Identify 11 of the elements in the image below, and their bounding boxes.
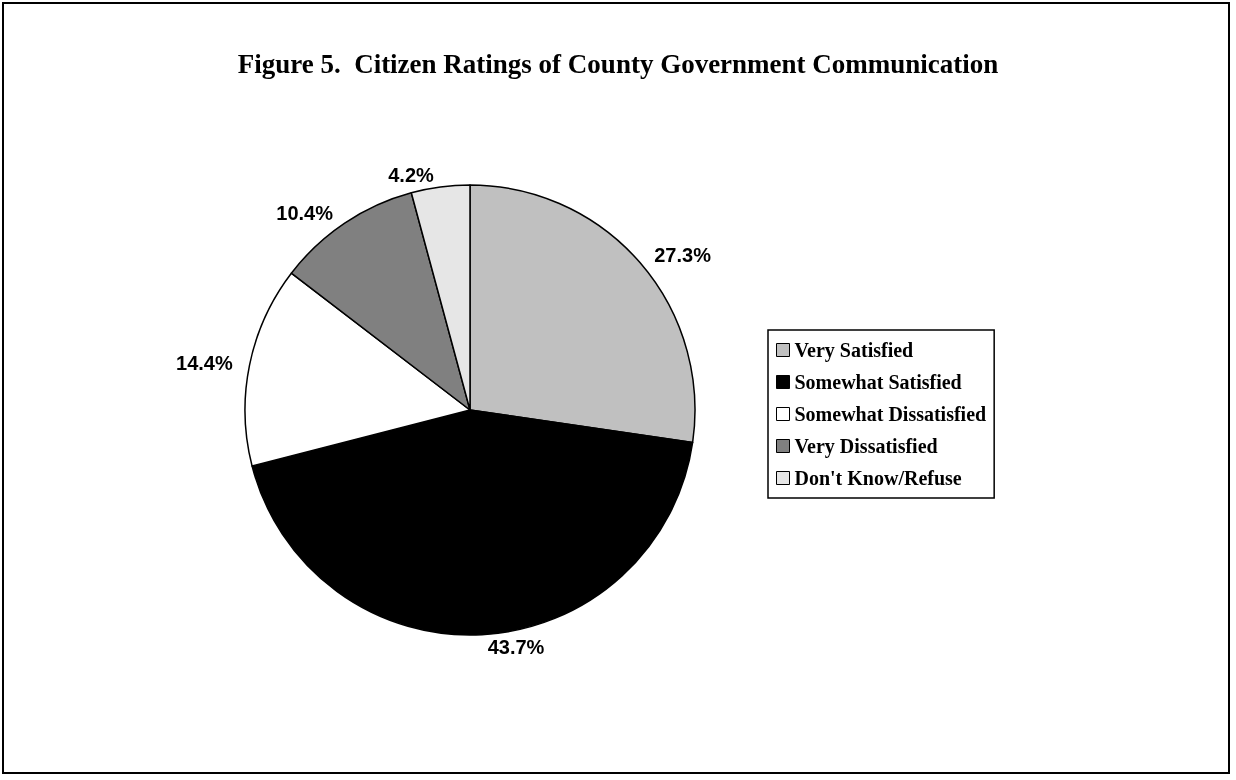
- legend-label: Somewhat Satisfied: [794, 371, 962, 393]
- legend-label: Very Dissatisfied: [794, 435, 938, 458]
- data-label: 14.4%: [176, 351, 233, 374]
- legend-label: Very Satisfied: [794, 339, 914, 362]
- data-label: 27.3%: [654, 243, 712, 266]
- chart-title: Figure 5. Citizen Ratings of County Government Communication: [237, 48, 999, 79]
- data-label: 43.7%: [487, 635, 545, 658]
- legend-label: Somewhat Dissatisfied: [794, 403, 987, 425]
- legend-label: Don't Know/Refuse: [794, 467, 962, 489]
- data-label: 4.2%: [388, 164, 435, 187]
- data-label: 10.4%: [276, 202, 334, 225]
